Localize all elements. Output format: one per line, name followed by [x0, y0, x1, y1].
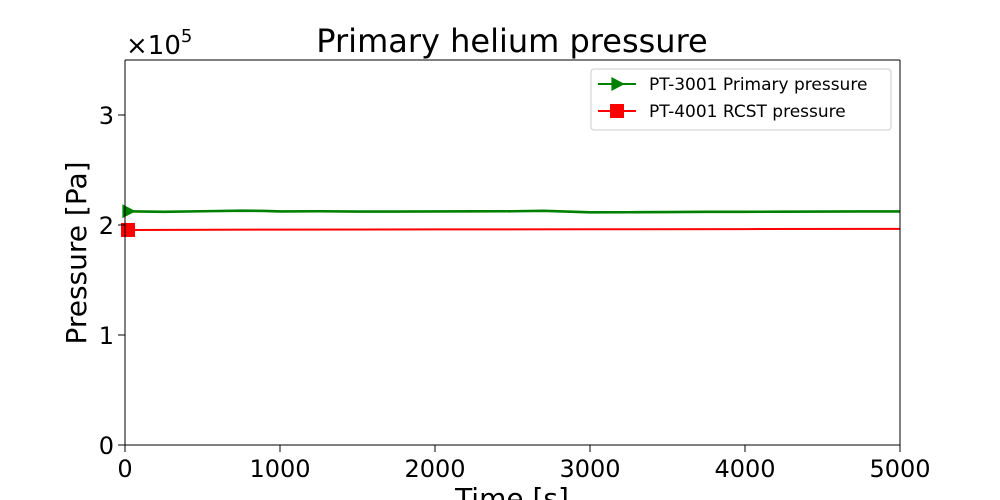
legend-box: [590, 68, 892, 131]
legend-marker-2: [610, 104, 624, 118]
x-axis-label: Time [s]: [454, 482, 569, 500]
y-tick-label: 1: [99, 322, 114, 350]
series-line-1: [124, 209, 900, 214]
y-tick-label: 0: [99, 432, 114, 460]
legend: PT-3001 Primary pressure PT-4001 RCST pre…: [590, 68, 892, 131]
y-multiplier-base: ×10: [126, 31, 181, 61]
x-tick-label: 5000: [869, 455, 930, 483]
series-line-2: [124, 227, 901, 231]
series-marker-1: [122, 204, 136, 219]
y-axis-label: Pressure [Pa]: [60, 161, 93, 344]
legend-label-1: PT-3001 Primary pressure: [649, 75, 867, 95]
y-tick-label: 2: [99, 212, 114, 240]
x-tick-label: 1000: [249, 455, 310, 483]
x-tick-label: 3000: [559, 455, 620, 483]
x-tick-label: 4000: [714, 455, 775, 483]
x-tick-label: 0: [117, 455, 132, 483]
y-multiplier-exp: 5: [181, 26, 192, 47]
legend-marker-1: [611, 77, 625, 91]
legend-label-2: PT-4001 RCST pressure: [649, 102, 846, 122]
x-tick-label: 2000: [404, 455, 465, 483]
ticks-layer: 0 1000 2000 3000 4000 5000 0 1 2 3: [99, 102, 931, 483]
chart-title: Primary helium pressure: [316, 22, 707, 60]
series-layer: [121, 204, 901, 237]
y-multiplier: ×105: [126, 26, 192, 61]
axes-layer: [124, 59, 901, 446]
y-tick-label: 3: [99, 102, 114, 130]
